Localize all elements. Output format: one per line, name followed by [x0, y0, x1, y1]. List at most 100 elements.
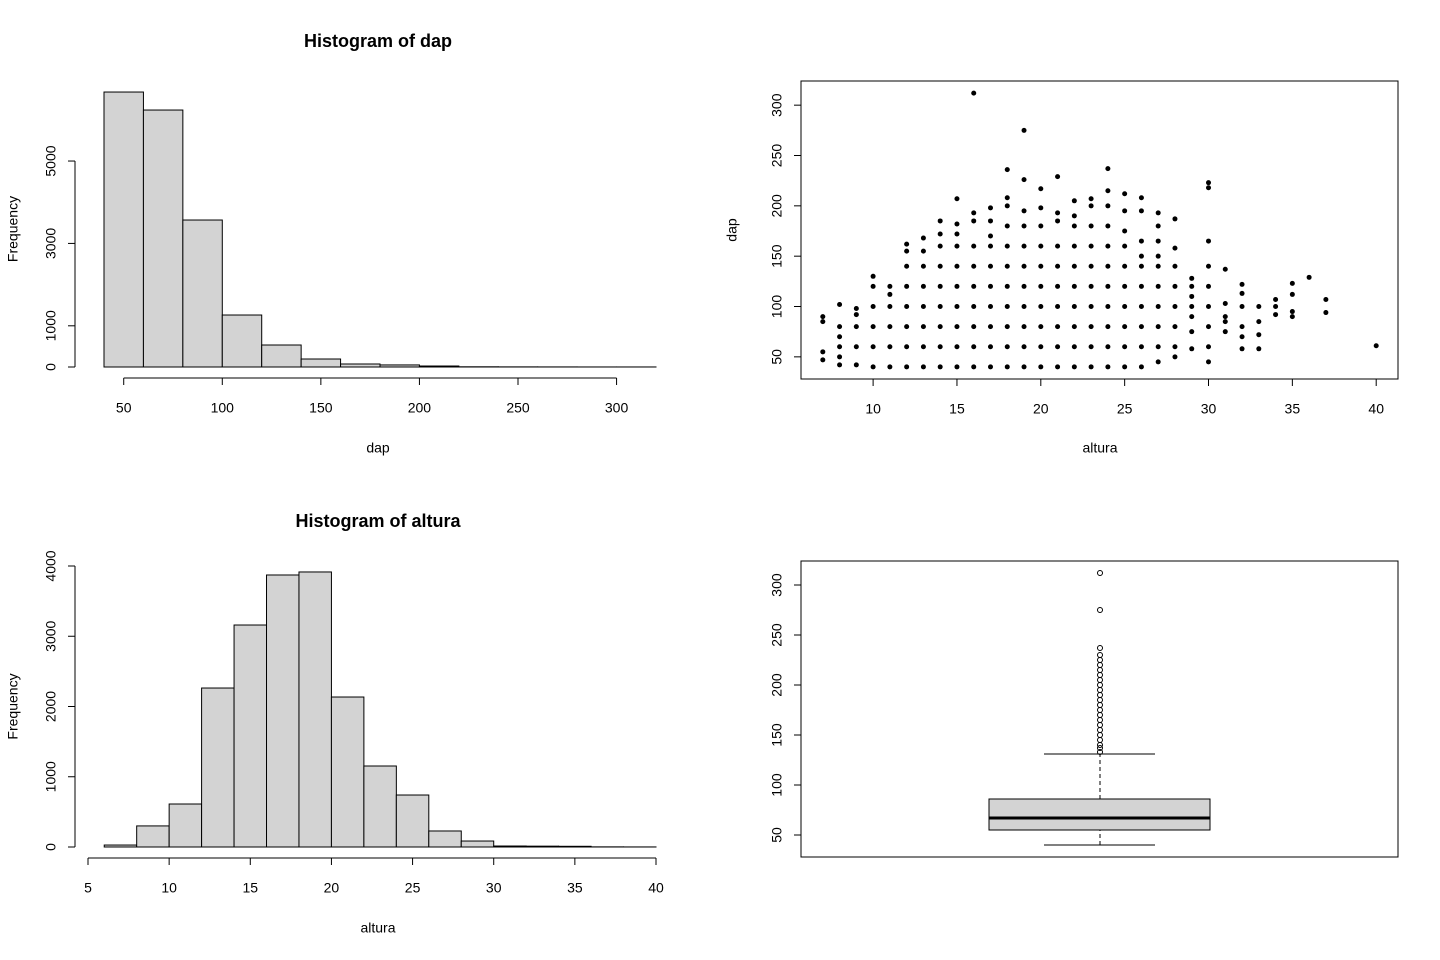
- scatter-point: [954, 324, 960, 330]
- x-tick-label: 250: [506, 400, 530, 416]
- box: [988, 798, 1211, 831]
- scatter-point: [987, 344, 993, 350]
- scatter-point: [1088, 196, 1094, 202]
- scatter-point: [987, 263, 993, 269]
- scatter-point: [1138, 208, 1144, 214]
- scatter-point: [1206, 283, 1212, 289]
- scatter-point: [937, 364, 943, 370]
- scatter-point: [1155, 223, 1161, 229]
- scatter-point: [971, 263, 977, 269]
- y-tick-label: 0: [43, 363, 59, 371]
- y-tick-label: 100: [769, 773, 785, 797]
- scatter-point: [1122, 263, 1128, 269]
- scatter-point: [1055, 304, 1061, 310]
- scatter-point: [1071, 324, 1077, 330]
- scatter-point: [887, 291, 893, 297]
- scatter-point: [954, 196, 960, 202]
- histogram-bar: [103, 91, 144, 368]
- y-tick-label: 150: [769, 244, 785, 268]
- scatter-point: [1021, 243, 1027, 249]
- scatter-point: [1021, 263, 1027, 269]
- scatter-point: [1004, 223, 1010, 229]
- scatter-point: [954, 364, 960, 370]
- y-tick-label: 150: [769, 723, 785, 747]
- scatter-point: [971, 210, 977, 216]
- outlier: [1097, 712, 1103, 718]
- scatter-point: [937, 231, 943, 237]
- outlier: [1097, 732, 1103, 738]
- scatter-point: [1122, 324, 1128, 330]
- histogram-bar: [363, 765, 397, 848]
- x-tick-label: 10: [865, 401, 881, 417]
- scatter-point: [1004, 167, 1010, 173]
- scatter-point: [1105, 344, 1111, 350]
- scatter-point: [1021, 364, 1027, 370]
- scatter-point: [1004, 304, 1010, 310]
- y-tick-label: 100: [769, 295, 785, 319]
- scatter-point: [1222, 300, 1228, 306]
- scatter-point: [971, 324, 977, 330]
- scatter-point: [1105, 364, 1111, 370]
- scatter-point: [1122, 243, 1128, 249]
- x-tick-label: 30: [1201, 401, 1217, 417]
- scatter-point: [1155, 238, 1161, 244]
- scatter-point: [1138, 195, 1144, 201]
- outlier: [1097, 727, 1103, 733]
- scatter-point: [1222, 329, 1228, 335]
- x-tick-label: 100: [211, 400, 235, 416]
- x-tick-label: 30: [486, 880, 502, 896]
- scatter-point: [920, 324, 926, 330]
- scatter-point: [1189, 329, 1195, 335]
- x-tick-label: 10: [161, 880, 177, 896]
- scatter-point: [1206, 238, 1212, 244]
- scatter-point: [937, 243, 943, 249]
- scatter-point: [1189, 283, 1195, 289]
- scatter-point: [1172, 324, 1178, 330]
- scatter-point: [1289, 309, 1295, 315]
- scatter-point: [1256, 304, 1262, 310]
- scatter-point: [1289, 291, 1295, 297]
- scatter-point: [1105, 188, 1111, 194]
- scatter-point: [1155, 304, 1161, 310]
- scatter-point: [870, 304, 876, 310]
- scatter-point: [1206, 304, 1212, 310]
- scatter-point: [1038, 283, 1044, 289]
- scatter-point: [1172, 304, 1178, 310]
- scatter-point: [1172, 263, 1178, 269]
- scatter-point: [1071, 364, 1077, 370]
- scatter-point: [1155, 210, 1161, 216]
- scatter-point: [1105, 263, 1111, 269]
- histogram-bar: [493, 845, 527, 848]
- scatter-point: [870, 283, 876, 289]
- scatter-point: [1088, 223, 1094, 229]
- histogram-bar: [418, 365, 460, 368]
- scatter-point: [1088, 203, 1094, 209]
- scatter-point: [1222, 266, 1228, 272]
- scatter-point: [954, 344, 960, 350]
- scatter-point: [1055, 364, 1061, 370]
- histogram-bar: [142, 109, 184, 368]
- scatter-point: [954, 243, 960, 249]
- scatter-point: [987, 304, 993, 310]
- x-tick-label: 15: [949, 401, 965, 417]
- scatter-point: [937, 263, 943, 269]
- scatter-point: [1206, 180, 1212, 186]
- histogram-bar: [221, 314, 263, 368]
- scatter-point: [904, 248, 910, 254]
- outlier: [1097, 687, 1103, 693]
- scatter-point: [1289, 280, 1295, 286]
- scatter-point: [837, 334, 843, 340]
- x-tick-label: 25: [1117, 401, 1133, 417]
- scatter-point: [1105, 166, 1111, 172]
- scatter-point: [1138, 253, 1144, 259]
- scatter-point: [1038, 223, 1044, 229]
- scatter-point: [1138, 283, 1144, 289]
- scatter-point: [887, 364, 893, 370]
- scatter-point: [837, 344, 843, 350]
- y-tick-label: 3000: [43, 620, 59, 651]
- scatter-point: [1071, 223, 1077, 229]
- outlier: [1097, 749, 1103, 755]
- x-tick-label: 150: [309, 400, 333, 416]
- scatter-point: [1004, 324, 1010, 330]
- y-tick-label: 2000: [43, 691, 59, 722]
